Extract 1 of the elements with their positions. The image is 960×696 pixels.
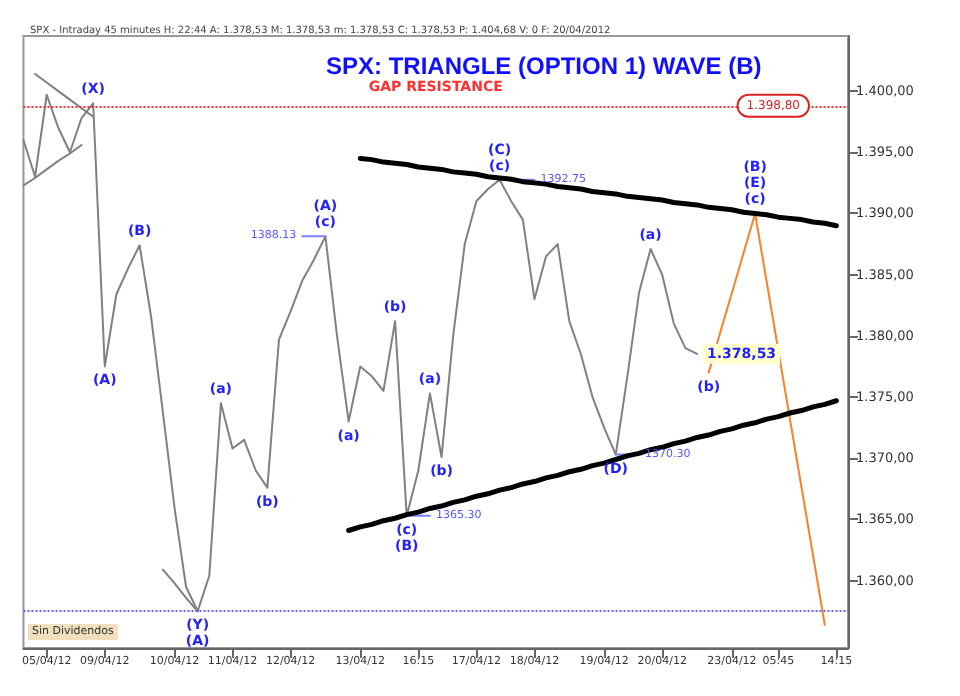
text: SPX: TRIANGLE (OPTION 1) WAVE (B)	[326, 52, 762, 80]
